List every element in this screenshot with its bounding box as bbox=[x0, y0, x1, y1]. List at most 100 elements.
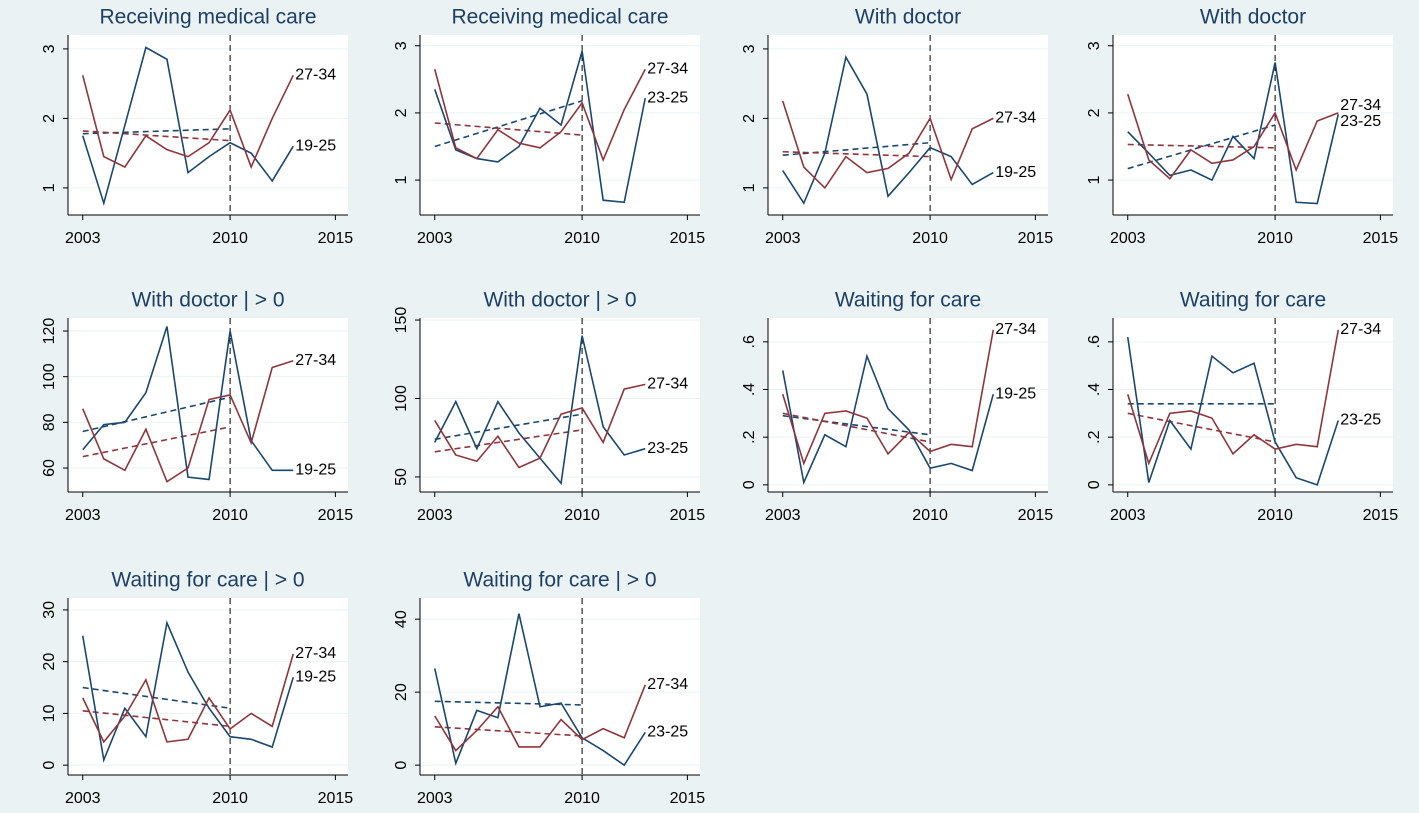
series-label: 27-34 bbox=[295, 352, 336, 369]
panel-title: With doctor bbox=[855, 6, 961, 29]
trend-line bbox=[782, 412, 931, 443]
trend-line bbox=[434, 429, 583, 453]
series-line bbox=[1126, 336, 1340, 486]
y-tick-label: 0 bbox=[1086, 480, 1103, 489]
plot-area bbox=[768, 318, 1048, 492]
x-tick-label: 2015 bbox=[1363, 507, 1399, 524]
y-tick-label: 60 bbox=[41, 459, 58, 477]
x-tick-label: 2010 bbox=[1257, 230, 1293, 247]
plot-area bbox=[68, 35, 348, 215]
x-tick-label: 2003 bbox=[1110, 230, 1146, 247]
y-tick-label: 2 bbox=[41, 114, 58, 123]
series-label: 19-25 bbox=[295, 462, 336, 479]
y-tick-label: 2 bbox=[741, 114, 758, 123]
y-tick-label: 2 bbox=[1086, 108, 1103, 117]
trend-line bbox=[82, 426, 231, 458]
y-tick-label: .4 bbox=[741, 383, 758, 396]
series-label: 27-34 bbox=[295, 67, 336, 84]
y-tick-label: 20 bbox=[41, 653, 58, 671]
series-label: 27-34 bbox=[647, 376, 688, 393]
series-label: 19-25 bbox=[995, 385, 1036, 402]
series-line bbox=[433, 613, 646, 767]
trend-line bbox=[1127, 143, 1276, 149]
y-tick-label: 150 bbox=[393, 307, 410, 334]
trend-line bbox=[434, 413, 583, 441]
series-label: 23-25 bbox=[647, 89, 688, 106]
panel-title: Waiting for care bbox=[835, 289, 981, 312]
panel-title: With doctor | > 0 bbox=[131, 289, 284, 312]
y-tick-label: 3 bbox=[41, 44, 58, 53]
x-tick-label: 2010 bbox=[212, 790, 248, 807]
trend-line bbox=[82, 710, 231, 728]
plot-area bbox=[68, 598, 348, 775]
series-line bbox=[781, 353, 995, 486]
x-tick-label: 2010 bbox=[564, 507, 600, 524]
x-tick-label: 2003 bbox=[765, 507, 801, 524]
x-tick-label: 2003 bbox=[417, 790, 453, 807]
series-label: 27-34 bbox=[1340, 321, 1381, 338]
series-label: 27-34 bbox=[647, 676, 688, 693]
trend-line bbox=[1127, 124, 1276, 170]
series-line bbox=[82, 326, 294, 481]
panel: Receiving medical care 1 2 3 2003 2010 2015 27-… bbox=[393, 6, 705, 248]
panel-title: With doctor bbox=[1200, 6, 1306, 29]
series-label: 23-25 bbox=[647, 440, 688, 457]
y-tick-label: 1 bbox=[41, 183, 58, 192]
panel: Waiting for care 0 .2 .4 .6 2003 2010 2015 27-34… bbox=[1086, 289, 1398, 525]
y-tick-label: 2 bbox=[393, 108, 410, 117]
plot-area bbox=[420, 318, 700, 492]
panel: Receiving medical care 1 2 3 2003 2010 2015 27-… bbox=[41, 6, 353, 248]
y-tick-label: 40 bbox=[393, 610, 410, 628]
x-tick-label: 2003 bbox=[1110, 507, 1146, 524]
series-label: 27-34 bbox=[995, 321, 1036, 338]
series-line bbox=[782, 55, 994, 205]
series-line bbox=[1126, 329, 1340, 466]
x-tick-label: 2010 bbox=[564, 790, 600, 807]
x-tick-label: 2015 bbox=[1363, 230, 1399, 247]
y-tick-label: 30 bbox=[41, 601, 58, 619]
x-tick-label: 2010 bbox=[212, 230, 248, 247]
y-tick-label: 3 bbox=[741, 44, 758, 53]
y-tick-label: 0 bbox=[41, 761, 58, 770]
y-tick-label: 10 bbox=[41, 704, 58, 722]
x-tick-label: 2010 bbox=[564, 230, 600, 247]
y-tick-label: 1 bbox=[741, 183, 758, 192]
series-line bbox=[1127, 62, 1340, 205]
x-tick-label: 2003 bbox=[65, 230, 101, 247]
y-tick-label: .6 bbox=[1086, 335, 1103, 348]
y-tick-label: 50 bbox=[393, 468, 410, 486]
x-tick-label: 2003 bbox=[417, 230, 453, 247]
y-tick-label: 1 bbox=[393, 176, 410, 185]
y-tick-label: 20 bbox=[393, 683, 410, 701]
x-tick-label: 2003 bbox=[417, 507, 453, 524]
x-tick-label: 2010 bbox=[912, 507, 948, 524]
x-tick-label: 2015 bbox=[1018, 507, 1054, 524]
x-tick-label: 2003 bbox=[65, 507, 101, 524]
panel: With doctor | > 0 50 100 150 2003 2010 2015 27-… bbox=[393, 289, 705, 525]
series-label: 27-34 bbox=[295, 645, 336, 662]
y-tick-label: 3 bbox=[393, 41, 410, 50]
y-tick-label: 0 bbox=[393, 761, 410, 770]
trend-line bbox=[82, 396, 231, 433]
y-tick-label: 100 bbox=[393, 385, 410, 412]
panel-title: With doctor | > 0 bbox=[483, 289, 636, 312]
y-tick-label: 100 bbox=[41, 363, 58, 390]
series-line bbox=[781, 100, 994, 190]
series-line bbox=[81, 74, 294, 170]
series-line bbox=[82, 653, 295, 744]
x-tick-label: 2010 bbox=[212, 507, 248, 524]
y-tick-label: .6 bbox=[741, 335, 758, 348]
y-tick-label: 120 bbox=[41, 318, 58, 345]
trend-line bbox=[434, 100, 583, 148]
x-tick-label: 2015 bbox=[318, 230, 354, 247]
x-tick-label: 2015 bbox=[318, 790, 354, 807]
series-line bbox=[81, 359, 294, 483]
series-label: 19-25 bbox=[295, 668, 336, 685]
panel-title: Receiving medical care bbox=[451, 6, 668, 29]
series-line bbox=[781, 329, 995, 466]
panel-title: Receiving medical care bbox=[99, 6, 316, 29]
panel-title: Waiting for care | > 0 bbox=[111, 569, 304, 592]
panel: Waiting for care | > 0 0 20 40 2003 2010 2015 2… bbox=[393, 569, 705, 808]
